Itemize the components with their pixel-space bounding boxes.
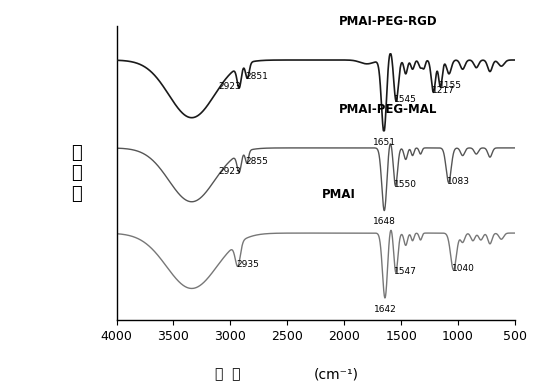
Text: 透
光
率: 透 光 率 — [72, 144, 82, 203]
Text: 1545: 1545 — [395, 95, 417, 104]
Text: 波  数: 波 数 — [215, 367, 241, 381]
Text: (cm⁻¹): (cm⁻¹) — [313, 367, 359, 381]
Text: 2923: 2923 — [218, 82, 241, 91]
Text: 1155: 1155 — [438, 81, 462, 90]
Text: 1217: 1217 — [431, 87, 455, 95]
Text: 1642: 1642 — [373, 305, 396, 314]
Text: 2855: 2855 — [245, 157, 268, 166]
Text: PMAI-PEG-MAL: PMAI-PEG-MAL — [339, 103, 437, 116]
Text: PMAI-PEG-RGD: PMAI-PEG-RGD — [339, 15, 437, 28]
Text: 2851: 2851 — [246, 72, 268, 81]
Text: 1648: 1648 — [373, 218, 396, 226]
Text: 2935: 2935 — [236, 260, 259, 269]
Text: 1651: 1651 — [372, 138, 396, 147]
Text: PMAI: PMAI — [321, 188, 356, 201]
Text: 1547: 1547 — [394, 267, 417, 276]
Text: 2923: 2923 — [218, 167, 241, 176]
Text: 1550: 1550 — [394, 180, 417, 189]
Text: 1083: 1083 — [447, 177, 470, 186]
Text: 1040: 1040 — [452, 264, 475, 273]
